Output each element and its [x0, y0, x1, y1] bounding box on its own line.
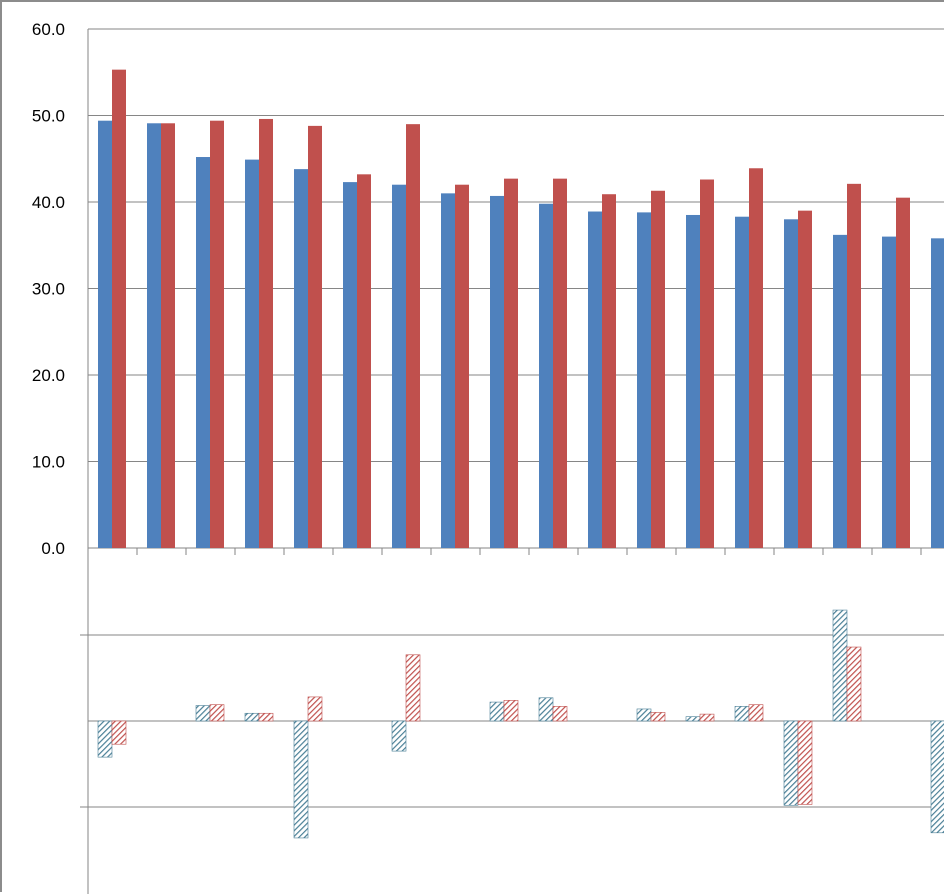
change-bar-series-b — [552, 706, 568, 722]
y-tick-label: 40.0 — [32, 193, 65, 212]
change-bar-series-a — [391, 720, 407, 752]
bar-series-b — [651, 190, 665, 548]
bar-series-b — [406, 124, 420, 549]
change-bar-series-a — [97, 720, 113, 758]
bar-series-b — [308, 125, 322, 548]
bar-series-a — [147, 123, 161, 548]
bar-series-a — [343, 182, 357, 549]
bar-series-b — [259, 118, 273, 549]
change-bar-series-a — [636, 708, 652, 722]
bar-series-b — [749, 168, 763, 548]
change-bar-series-a — [783, 720, 799, 806]
change-bar-series-b — [405, 654, 421, 722]
change-bar-series-a — [195, 705, 211, 722]
bar-series-b — [112, 69, 126, 548]
bar-series-a — [882, 236, 896, 548]
bars — [98, 69, 944, 549]
y-tick-label: 30.0 — [32, 280, 65, 299]
y-tick-label: 20.0 — [32, 366, 65, 385]
bar-series-a — [441, 193, 455, 548]
change-bar-series-a — [293, 720, 309, 839]
bar-series-a — [294, 169, 308, 548]
bar-series-a — [539, 203, 553, 549]
y-tick-label: 10.0 — [32, 453, 65, 472]
bar-series-a — [196, 157, 210, 548]
bar-series-b — [847, 183, 861, 548]
change-bar-series-b — [307, 696, 323, 722]
bar-series-a — [686, 214, 700, 548]
change-bar-series-b — [748, 704, 764, 722]
bar-series-b — [553, 178, 567, 548]
change-bar-series-b — [503, 700, 519, 722]
change-bar-series-a — [244, 712, 260, 722]
bar-series-a — [98, 120, 112, 548]
change-bar-series-b — [699, 713, 715, 722]
y-tick-label: 60.0 — [32, 20, 65, 39]
bar-series-a — [931, 238, 944, 548]
bar-series-a — [245, 159, 259, 549]
bar-series-b — [455, 184, 469, 548]
change-bar-series-b — [846, 646, 862, 722]
bar-series-a — [784, 219, 798, 549]
change-bar-series-b — [111, 720, 127, 745]
change-bar-series-a — [685, 716, 701, 722]
bar-series-b — [504, 178, 518, 548]
bar-series-b — [602, 194, 616, 548]
bar-series-a — [588, 211, 602, 548]
bar-series-b — [161, 123, 175, 548]
bar-series-b — [798, 210, 812, 548]
change-bar-series-b — [797, 720, 813, 805]
change-bar-series-a — [538, 697, 554, 722]
change-bar-series-a — [489, 701, 505, 722]
axes — [80, 29, 922, 894]
bar-series-a — [637, 212, 651, 548]
change-bar-series-b — [650, 712, 666, 722]
change-bar-series-a — [832, 609, 848, 722]
y-tick-label: 0.0 — [41, 539, 65, 558]
bar-series-a — [392, 184, 406, 548]
bar-series-b — [700, 179, 714, 548]
y-tick-labels: 0.0 10.0 20.0 30.0 40.0 50.0 60.0 — [32, 20, 65, 558]
change-bar-series-b — [209, 704, 225, 722]
bar-series-b — [896, 197, 910, 549]
change-bar-series-b — [258, 712, 274, 722]
change-bar-series-a — [930, 720, 944, 834]
change-bar-series-a — [734, 706, 750, 722]
bar-series-b — [210, 120, 224, 548]
bar-series-a — [735, 216, 749, 548]
bar-series-a — [490, 195, 504, 548]
bar-series-a — [833, 234, 847, 548]
bar-series-b — [357, 174, 371, 548]
y-tick-label: 50.0 — [32, 107, 65, 126]
change-bars — [97, 609, 944, 839]
